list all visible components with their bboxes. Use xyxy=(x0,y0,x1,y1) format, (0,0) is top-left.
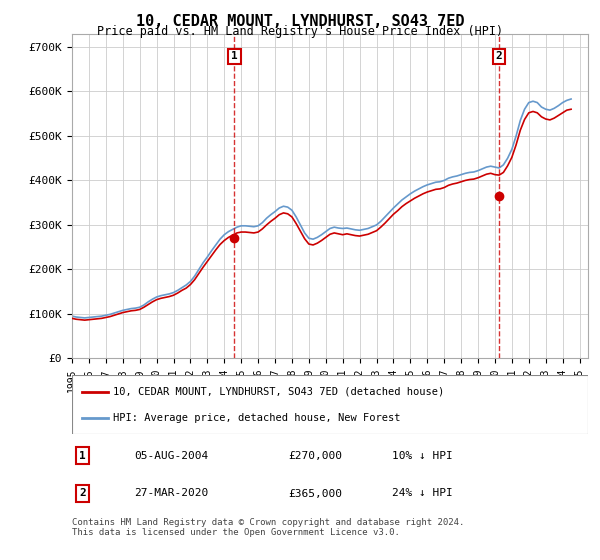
FancyBboxPatch shape xyxy=(72,375,588,434)
Text: 05-AUG-2004: 05-AUG-2004 xyxy=(134,451,208,461)
Text: HPI: Average price, detached house, New Forest: HPI: Average price, detached house, New … xyxy=(113,413,401,423)
Text: Contains HM Land Registry data © Crown copyright and database right 2024.
This d: Contains HM Land Registry data © Crown c… xyxy=(72,518,464,538)
Text: 10, CEDAR MOUNT, LYNDHURST, SO43 7ED: 10, CEDAR MOUNT, LYNDHURST, SO43 7ED xyxy=(136,14,464,29)
Text: 2: 2 xyxy=(496,52,503,62)
Text: 27-MAR-2020: 27-MAR-2020 xyxy=(134,488,208,498)
Text: 10% ↓ HPI: 10% ↓ HPI xyxy=(392,451,452,461)
Text: 24% ↓ HPI: 24% ↓ HPI xyxy=(392,488,452,498)
Text: £270,000: £270,000 xyxy=(289,451,343,461)
Text: 10, CEDAR MOUNT, LYNDHURST, SO43 7ED (detached house): 10, CEDAR MOUNT, LYNDHURST, SO43 7ED (de… xyxy=(113,386,445,396)
Text: £365,000: £365,000 xyxy=(289,488,343,498)
Text: Price paid vs. HM Land Registry's House Price Index (HPI): Price paid vs. HM Land Registry's House … xyxy=(97,25,503,38)
Text: 1: 1 xyxy=(79,451,86,461)
Text: 1: 1 xyxy=(231,52,238,62)
Text: 2: 2 xyxy=(79,488,86,498)
